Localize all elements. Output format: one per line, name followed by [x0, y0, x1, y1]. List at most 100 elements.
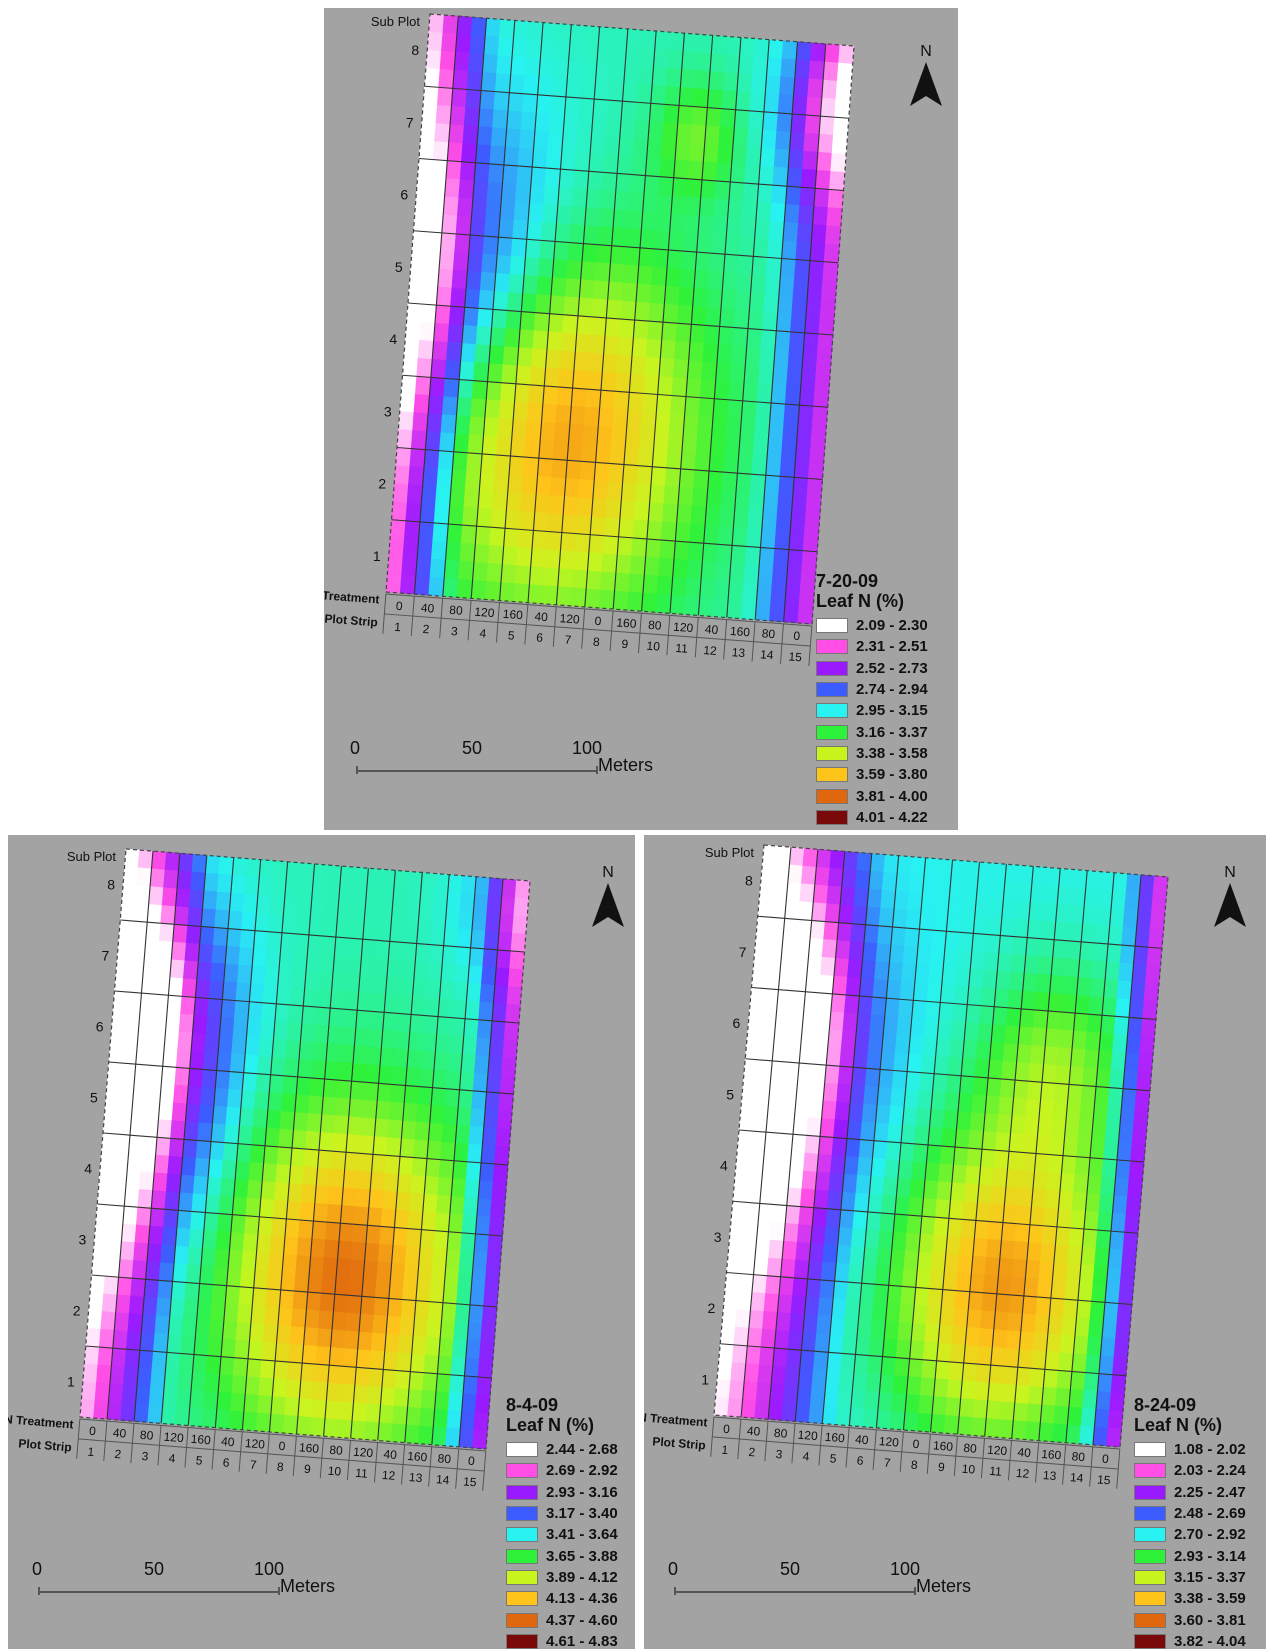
n-treatment-value: 160	[407, 1449, 428, 1465]
legend-item: 2.25 - 2.47	[1134, 1482, 1246, 1503]
legend-item: 3.38 - 3.58	[816, 743, 928, 764]
legend-date: 8-24-09	[1134, 1395, 1197, 1415]
n-treatment-value: 0	[89, 1424, 97, 1439]
legend: 7-20-09 Leaf N (%) 2.09 - 2.30 2.31 - 2.5…	[816, 571, 928, 828]
legend-item: 3.17 - 3.40	[506, 1503, 618, 1524]
n-treatment-value: 80	[963, 1441, 978, 1456]
n-treatment-value: 0	[278, 1439, 286, 1454]
n-treatment-value: 0	[723, 1422, 731, 1437]
plot-grid	[79, 848, 531, 1450]
subplot-label: 1	[67, 1374, 75, 1390]
legend-swatch	[506, 1527, 538, 1543]
legend-label: 3.15 - 3.37	[1174, 1568, 1246, 1586]
legend-item: 2.52 - 2.73	[816, 658, 928, 679]
leaf-n-surface	[385, 13, 855, 625]
scale-tick: 0	[668, 1559, 679, 1579]
legend-swatch	[506, 1569, 538, 1585]
plot-strip-value: 4	[479, 626, 487, 640]
n-treatment-value: 120	[163, 1430, 184, 1446]
plot-strip-value: 15	[1097, 1472, 1112, 1487]
subplot-label: 2	[73, 1303, 81, 1319]
plot-strip-value: 6	[536, 630, 544, 644]
legend-item: 3.81 - 4.00	[816, 785, 928, 806]
legend-swatch	[816, 767, 848, 783]
legend-item: 4.13 - 4.36	[506, 1588, 618, 1609]
scale-tick: 100	[572, 738, 603, 758]
plot-strip-value: 4	[802, 1449, 810, 1464]
legend-item: 1.08 - 2.02	[1134, 1439, 1246, 1460]
n-treatment-axis-label: N Treatment	[324, 587, 380, 606]
subplot-label: 7	[739, 944, 747, 960]
legend-label: 2.74 - 2.94	[856, 681, 928, 699]
legend-label: 2.03 - 2.24	[1174, 1462, 1246, 1480]
n-treatment-value: 120	[244, 1436, 265, 1452]
n-treatment-value: 40	[534, 609, 549, 624]
plot-strip-value: 1	[87, 1445, 95, 1460]
n-treatment-value: 120	[559, 611, 580, 626]
plot-strip-value: 7	[883, 1456, 891, 1471]
subplot-label: 5	[726, 1086, 734, 1102]
legend-swatch	[816, 660, 848, 676]
n-treatment-value: 0	[468, 1454, 476, 1469]
legend-title: Leaf N (%)	[816, 591, 905, 611]
legend-label: 4.37 - 4.60	[546, 1611, 618, 1629]
n-treatment-value: 160	[616, 615, 637, 630]
legend-label: 3.41 - 3.64	[546, 1526, 618, 1544]
scale-tick: 50	[462, 738, 483, 758]
n-treatment-value: 40	[1017, 1445, 1032, 1460]
legend-swatch	[506, 1506, 538, 1522]
plot-strip-value: 3	[141, 1449, 149, 1464]
plot-strip-value: 14	[436, 1472, 451, 1487]
legend-swatch	[506, 1612, 538, 1628]
legend-swatch	[816, 745, 848, 761]
plot-grid	[713, 844, 1169, 1448]
legend-label: 3.38 - 3.59	[1174, 1590, 1246, 1608]
n-treatment-value: 0	[395, 599, 403, 613]
n-treatment-value: 80	[437, 1451, 452, 1466]
legend-label: 2.95 - 3.15	[856, 702, 928, 720]
plot-strip-value: 9	[938, 1460, 946, 1475]
subplot-label: 1	[701, 1371, 709, 1387]
subplot-label: 7	[101, 948, 109, 964]
legend-label: 2.44 - 2.68	[546, 1441, 618, 1459]
legend-title: Leaf N (%)	[506, 1415, 595, 1435]
legend-item: 4.61 - 4.83	[506, 1631, 618, 1649]
n-treatment-axis-label: N Treatment	[644, 1410, 708, 1429]
n-treatment-value: 40	[746, 1424, 761, 1439]
n-treatment-value: 120	[987, 1443, 1008, 1459]
legend-item: 2.44 - 2.68	[506, 1439, 618, 1460]
north-label: N	[920, 43, 932, 60]
subplot-label: 2	[378, 476, 386, 492]
legend-item: 3.65 - 3.88	[506, 1545, 618, 1566]
plot-strip-value: 9	[304, 1462, 312, 1477]
scale-tick: 0	[350, 738, 361, 758]
legend-swatch	[816, 703, 848, 719]
n-treatment-value: 80	[449, 603, 464, 618]
legend-label: 3.65 - 3.88	[546, 1547, 618, 1565]
legend-label: 2.93 - 3.16	[546, 1483, 618, 1501]
legend-swatch	[1134, 1506, 1166, 1522]
leaf-n-surface	[713, 844, 1169, 1448]
subplot-axis-label: Sub Plot	[67, 849, 117, 864]
legend-swatch	[506, 1484, 538, 1500]
plot-strip-value: 11	[675, 641, 689, 656]
legend-item: 2.69 - 2.92	[506, 1460, 618, 1481]
legend-item: 2.93 - 3.16	[506, 1482, 618, 1503]
scale-tick: 50	[144, 1559, 165, 1579]
legend-swatch	[816, 809, 848, 825]
map-panel-8-4-09: Sub Plot 1 2 3 4 5 6 7 8 N Treatment Plot Strip 0 40…	[8, 835, 635, 1649]
legend-swatch	[1134, 1612, 1166, 1628]
legend: 8-24-09 Leaf N (%) 1.08 - 2.02 2.03 - 2.2…	[1134, 1395, 1246, 1649]
legend-item: 3.59 - 3.80	[816, 764, 928, 785]
subplot-label: 8	[745, 873, 753, 889]
n-treatment-value: 160	[933, 1438, 954, 1454]
legend-swatch	[816, 788, 848, 804]
plot-strip-value: 4	[168, 1451, 176, 1466]
plot-strip-value: 6	[856, 1453, 864, 1468]
legend-item: 2.95 - 3.15	[816, 700, 928, 721]
subplot-axis-label: Sub Plot	[705, 845, 755, 860]
plot-strip-value: 6	[222, 1455, 230, 1470]
